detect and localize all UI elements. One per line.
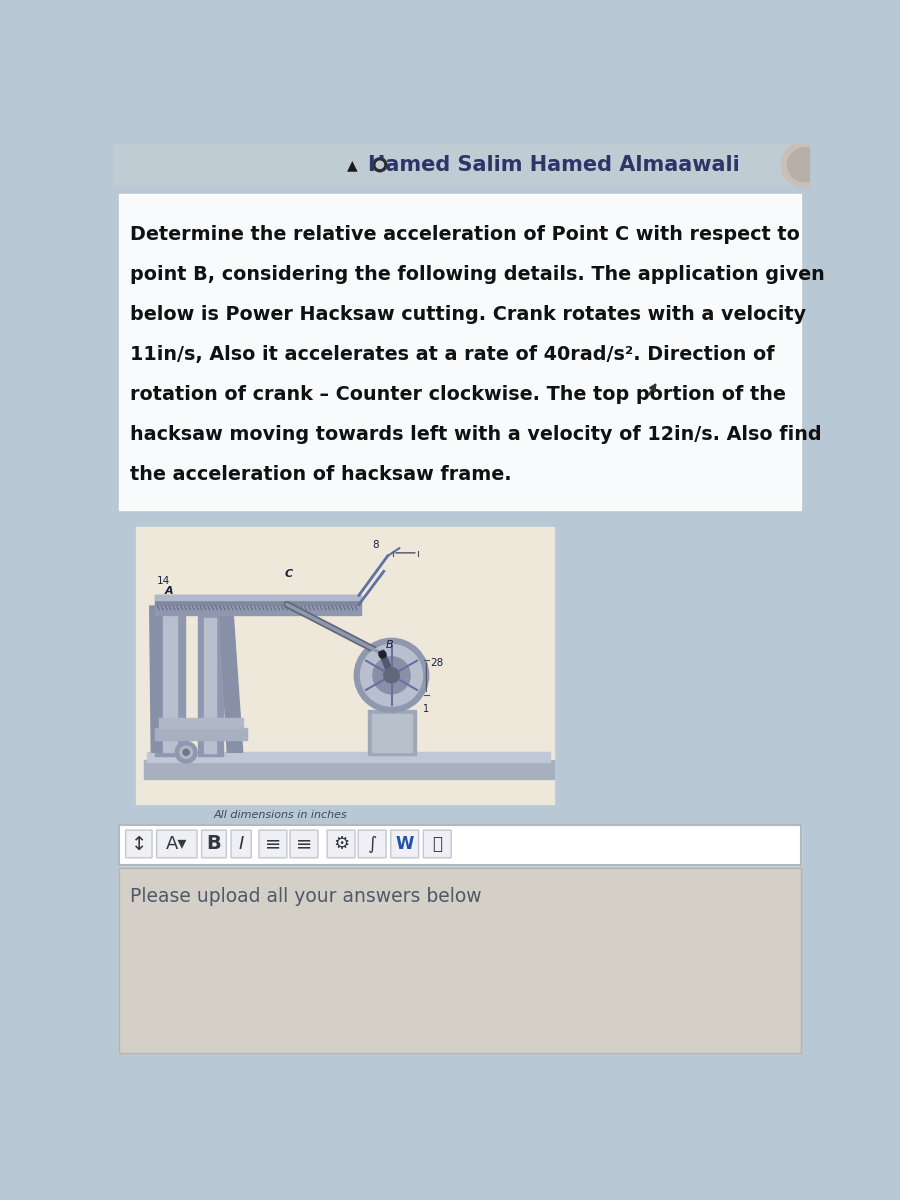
- Text: Determine the relative acceleration of Point C with respect to: Determine the relative acceleration of P…: [130, 224, 799, 244]
- Bar: [368, 710, 417, 755]
- FancyBboxPatch shape: [423, 830, 451, 858]
- Circle shape: [383, 667, 400, 683]
- Text: ⚙: ⚙: [333, 835, 349, 853]
- Text: point B, considering the following details. The application given: point B, considering the following detai…: [130, 265, 824, 284]
- FancyBboxPatch shape: [202, 830, 227, 858]
- Bar: [155, 595, 361, 600]
- Circle shape: [374, 160, 385, 170]
- Text: ∫: ∫: [367, 835, 377, 853]
- FancyBboxPatch shape: [290, 830, 318, 858]
- Polygon shape: [220, 606, 243, 752]
- FancyBboxPatch shape: [328, 830, 356, 858]
- Text: All dimensions in inches: All dimensions in inches: [213, 810, 347, 820]
- FancyBboxPatch shape: [259, 830, 287, 858]
- Bar: [155, 727, 247, 740]
- Text: rotation of crank – Counter clockwise. The top portion of the: rotation of crank – Counter clockwise. T…: [130, 385, 786, 404]
- Circle shape: [355, 638, 428, 713]
- Bar: [159, 718, 243, 728]
- Text: below is Power Hacksaw cutting. Crank rotates with a velocity: below is Power Hacksaw cutting. Crank ro…: [130, 305, 806, 324]
- Text: 🖼: 🖼: [432, 835, 442, 853]
- Circle shape: [183, 749, 189, 755]
- Text: the acceleration of hacksaw frame.: the acceleration of hacksaw frame.: [130, 466, 511, 484]
- Bar: [198, 610, 222, 756]
- Text: C: C: [284, 569, 292, 578]
- Text: B: B: [386, 640, 393, 649]
- Text: Please upload all your answers below: Please upload all your answers below: [130, 887, 482, 906]
- Bar: [204, 618, 216, 754]
- Circle shape: [180, 746, 193, 758]
- Bar: [136, 527, 554, 804]
- FancyBboxPatch shape: [358, 830, 386, 858]
- Text: ≡: ≡: [265, 834, 281, 853]
- Bar: [112, 186, 810, 517]
- Bar: [155, 595, 361, 606]
- Text: A: A: [166, 586, 174, 595]
- Polygon shape: [149, 606, 166, 752]
- Bar: [155, 606, 184, 756]
- Text: 11in/s, Also it accelerates at a rate of 40rad/s². Direction of: 11in/s, Also it accelerates at a rate of…: [130, 344, 774, 364]
- FancyBboxPatch shape: [126, 830, 152, 858]
- Text: A▾: A▾: [166, 835, 187, 853]
- FancyBboxPatch shape: [157, 830, 197, 858]
- Bar: [119, 194, 801, 510]
- Bar: [119, 868, 801, 1052]
- Text: ≡: ≡: [296, 834, 312, 853]
- Text: 14: 14: [157, 576, 170, 587]
- Bar: [155, 606, 361, 616]
- Text: W: W: [395, 835, 414, 853]
- Text: I: I: [238, 835, 244, 853]
- Bar: [119, 826, 801, 865]
- Text: 8: 8: [372, 540, 379, 551]
- Circle shape: [781, 142, 828, 188]
- Text: 28: 28: [430, 658, 444, 668]
- Bar: [119, 868, 801, 1052]
- Text: Hamed Salim Hamed Almaawali: Hamed Salim Hamed Almaawali: [368, 155, 740, 175]
- FancyBboxPatch shape: [231, 830, 251, 858]
- Bar: [112, 517, 810, 826]
- Text: B: B: [207, 834, 221, 853]
- Circle shape: [361, 644, 422, 706]
- Bar: [143, 760, 554, 779]
- Bar: [163, 613, 176, 752]
- Circle shape: [373, 158, 387, 172]
- Text: ▲: ▲: [347, 157, 358, 172]
- Bar: [119, 826, 801, 865]
- Text: 1: 1: [422, 704, 428, 714]
- FancyBboxPatch shape: [391, 830, 419, 858]
- Circle shape: [176, 742, 197, 763]
- Circle shape: [788, 148, 822, 181]
- Text: ↕: ↕: [130, 834, 147, 853]
- Circle shape: [373, 656, 410, 694]
- Text: hacksaw moving towards left with a velocity of 12in/s. Also find: hacksaw moving towards left with a veloc…: [130, 425, 821, 444]
- Bar: [148, 752, 551, 762]
- Bar: [112, 144, 810, 186]
- Bar: [372, 714, 412, 752]
